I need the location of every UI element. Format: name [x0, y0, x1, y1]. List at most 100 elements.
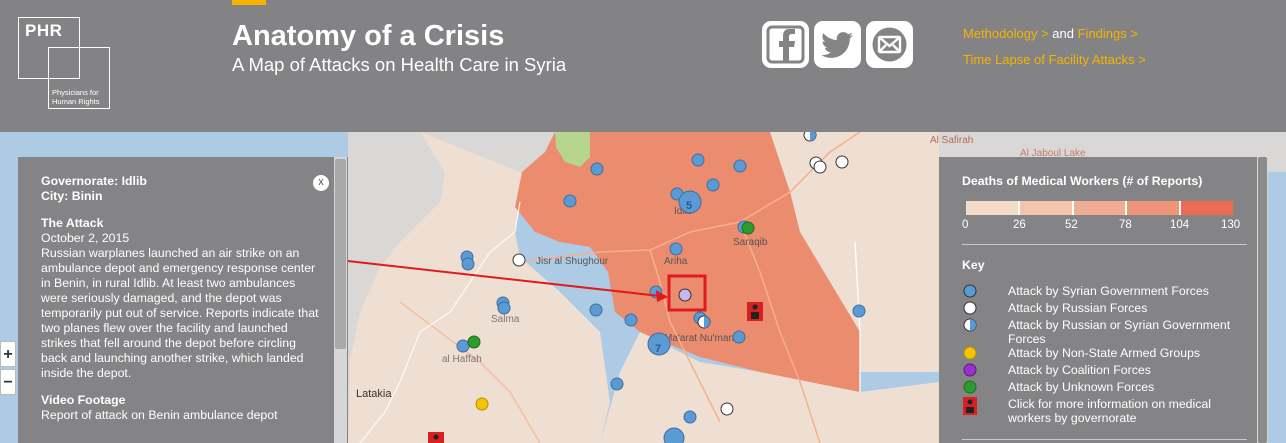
cluster-count: 7 [655, 343, 661, 355]
unknown-forces-marker[interactable] [741, 221, 755, 235]
map-label-salma: Salma [491, 314, 520, 325]
attack-date: October 2, 2015 [41, 231, 130, 245]
medical-worker-icon [963, 397, 977, 415]
aleppo-land [770, 132, 939, 372]
idlib-governorate[interactable] [515, 132, 860, 392]
attack-cluster[interactable] [678, 190, 702, 214]
russian-or-syrian-markers[interactable] [697, 132, 817, 329]
attack-cluster[interactable] [647, 332, 671, 356]
attack-marker[interactable] [691, 153, 705, 167]
key-label: Attack by Russian Forces [1008, 301, 1148, 315]
attack-marker[interactable] [669, 242, 683, 256]
arrow-head [656, 290, 668, 302]
scale-label: 130 [1221, 219, 1241, 231]
yellow-circle-icon [963, 346, 977, 360]
attack-marker[interactable] [852, 304, 866, 318]
attack-marker[interactable] [461, 257, 475, 271]
scale-segment [966, 201, 1020, 215]
scale-label: 104 [1170, 219, 1190, 231]
map-label-jisr: Jisr al Shughour [536, 256, 609, 267]
attack-marker[interactable] [706, 178, 720, 192]
attack-marker[interactable] [733, 159, 747, 173]
legend-divider [962, 244, 1247, 245]
key-label[interactable]: Click for more information on medical wo… [1008, 397, 1211, 425]
attack-marker[interactable] [512, 253, 526, 267]
attack-marker[interactable] [589, 303, 603, 317]
info-scrollbar[interactable] [334, 157, 347, 443]
video-link[interactable]: Report of attack on Benin ambulance depo… [41, 408, 278, 422]
scale-segment [1019, 201, 1074, 215]
header-links: Methodology > and Findings > Time Lapse … [963, 21, 1146, 73]
logo-square-2 [48, 47, 110, 109]
methodology-link[interactable]: Methodology > [963, 26, 1049, 41]
map-label-idlib: Idlib [674, 206, 693, 217]
info-content: Governorate: Idlib City: Binin The Attac… [41, 174, 321, 423]
attack-marker[interactable] [803, 132, 817, 142]
scale-segment [1073, 201, 1128, 215]
selected-attack-marker[interactable] [678, 288, 692, 302]
legend-scrollbar[interactable] [1257, 157, 1268, 443]
attack-marker[interactable] [456, 339, 470, 353]
attack-info-panel: Governorate: Idlib City: Binin The Attac… [18, 157, 348, 443]
attack-heading: The Attack [41, 216, 104, 230]
map-label-ariha: Ariha [664, 256, 688, 267]
attack-marker[interactable] [624, 313, 638, 327]
zoom-in-button[interactable]: + [0, 341, 16, 367]
russian-forces-markers[interactable] [512, 155, 849, 416]
attack-marker[interactable] [835, 155, 849, 169]
attack-marker[interactable] [720, 402, 734, 416]
map-label-jaboul-lake: Al Jaboul Lake [1020, 148, 1086, 159]
attack-cluster[interactable] [663, 427, 685, 443]
map-label-al-safirah: Al Safirah [930, 135, 973, 146]
attack-marker[interactable] [683, 410, 697, 424]
latakia-land [348, 132, 610, 443]
map-label-maarat: Ma'arat Nu'man [664, 333, 734, 344]
key-title: Key [962, 258, 985, 272]
green-area [555, 132, 590, 167]
key-label: Attack by Non-State Armed Groups [1008, 346, 1201, 360]
key-label: Attack by Russian or Syrian Government F… [1008, 318, 1231, 346]
road-2 [649, 249, 721, 423]
medical-worker-icon[interactable] [428, 432, 444, 443]
video-heading: Video Footage [41, 393, 126, 407]
logo-org-name: Physicians for Human Rights [52, 88, 100, 106]
map-label-latakia: Latakia [356, 388, 392, 400]
page-title: Anatomy of a Crisis [232, 20, 505, 52]
zoom-out-button[interactable]: − [0, 369, 16, 395]
logo-text: PHR [25, 21, 63, 40]
findings-link[interactable]: Findings > [1077, 26, 1138, 41]
key-label: Attack by Unknown Forces [1008, 380, 1155, 394]
close-button[interactable]: x [313, 175, 329, 191]
attack-marker[interactable] [590, 162, 604, 176]
phr-logo[interactable]: PHR Physicians for Human Rights [18, 17, 110, 109]
medical-worker-icon[interactable] [747, 302, 763, 321]
green-circle-icon [963, 380, 977, 394]
email-button[interactable] [866, 21, 913, 68]
selected-highlight-box [667, 274, 707, 312]
attack-marker[interactable] [610, 377, 624, 391]
time-lapse-link[interactable]: Time Lapse of Facility Attacks > [963, 52, 1146, 67]
twitter-button[interactable] [814, 21, 861, 68]
scale-label: 52 [1065, 219, 1078, 231]
unknown-forces-marker[interactable] [467, 335, 481, 349]
attack-marker[interactable] [563, 194, 577, 208]
attack-marker[interactable] [697, 315, 711, 329]
key-label: Attack by Coalition Forces [1008, 363, 1151, 377]
legend-scroll-thumb[interactable] [1258, 157, 1267, 443]
info-scroll-thumb[interactable] [335, 159, 346, 349]
attack-marker[interactable] [732, 330, 746, 344]
site-header: PHR Physicians for Human Rights Anatomy … [0, 0, 1286, 132]
key-label: Attack by Syrian Government Forces [1008, 284, 1209, 298]
idlib-border [854, 241, 861, 392]
scale-label: 26 [1013, 219, 1026, 231]
non-state-marker[interactable] [475, 397, 489, 411]
legend-divider [962, 439, 1247, 440]
attack-description: Russian warplanes launched an air strike… [41, 246, 319, 380]
map-label-saraqib: Saraqib [733, 237, 768, 248]
page-subtitle: A Map of Attacks on Health Care in Syria [232, 54, 567, 75]
attack-marker[interactable] [497, 301, 511, 315]
attack-marker[interactable] [813, 160, 827, 174]
white-circle-icon [963, 301, 977, 315]
deaths-legend-title: Deaths of Medical Workers (# of Reports) [962, 174, 1203, 188]
facebook-button[interactable] [762, 21, 809, 68]
